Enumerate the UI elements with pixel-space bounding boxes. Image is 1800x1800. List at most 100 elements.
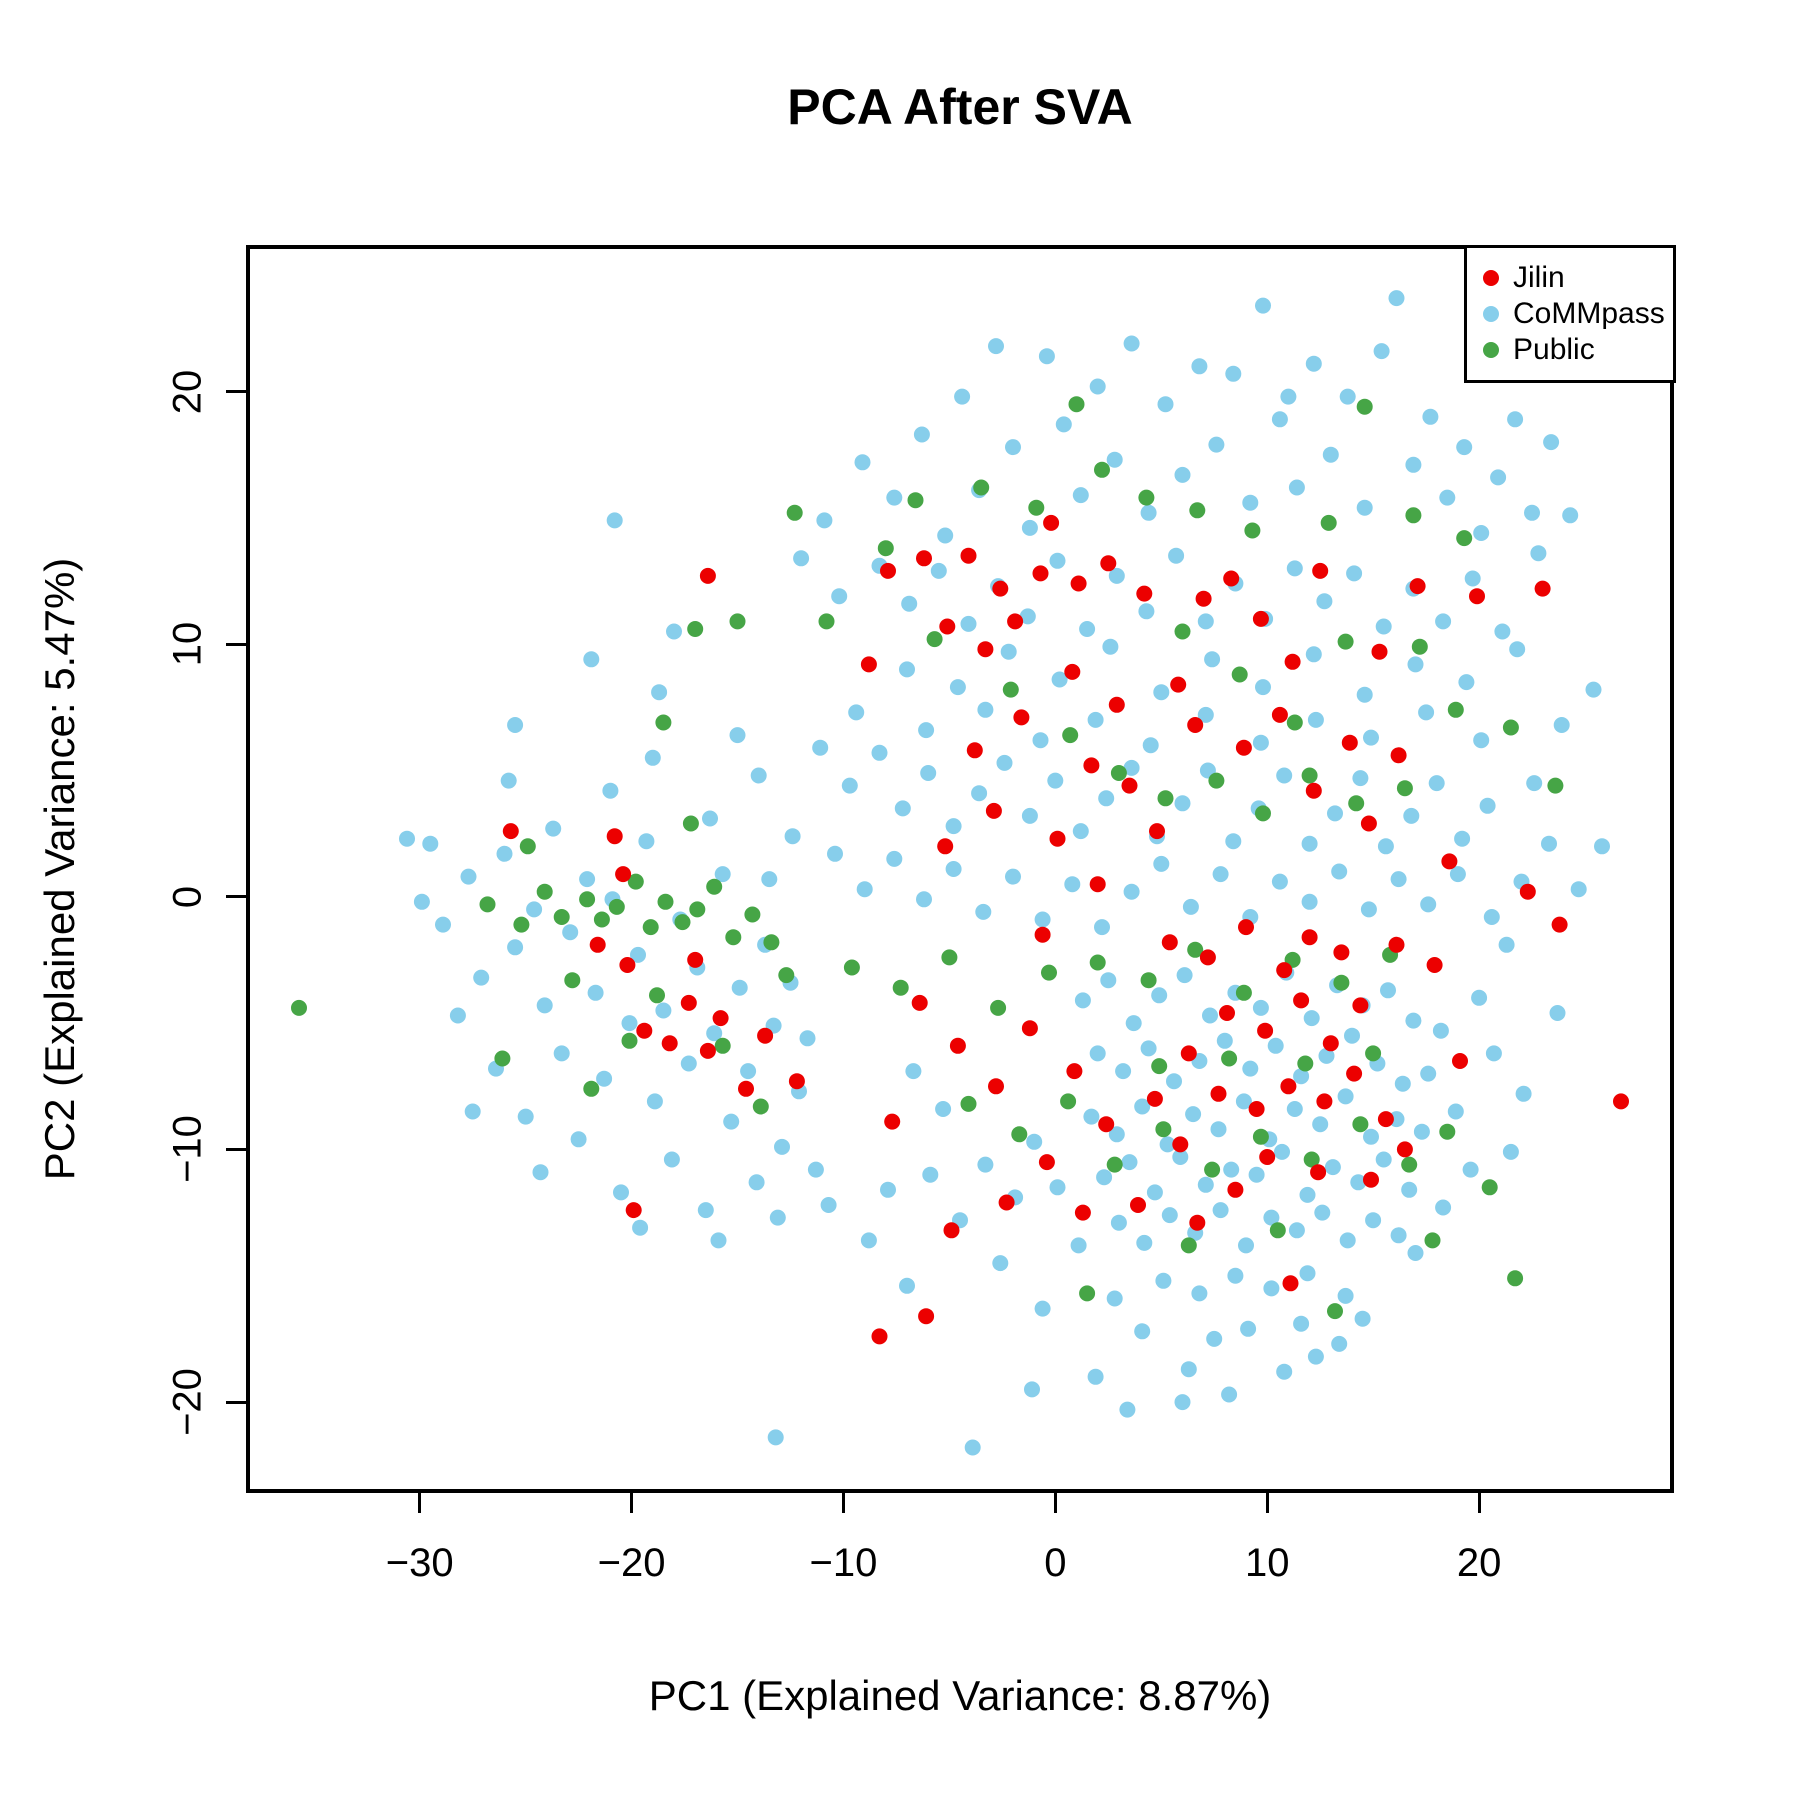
data-point-commpass: [1553, 717, 1570, 733]
data-point-jilin: [625, 1202, 642, 1219]
data-point-commpass: [816, 512, 833, 529]
data-point-commpass: [613, 1184, 629, 1201]
data-point-public: [1320, 514, 1337, 531]
data-point-jilin: [880, 562, 896, 579]
data-point-commpass: [1509, 641, 1526, 658]
legend-item-commpass: CoMMpass: [1483, 296, 1673, 332]
data-point-commpass: [1070, 1237, 1087, 1254]
x-tick-label: 20: [1456, 1541, 1502, 1585]
data-point-commpass: [496, 845, 513, 862]
data-point-jilin: [1301, 929, 1318, 946]
data-point-public: [1411, 638, 1428, 655]
legend-dot-icon: [1483, 270, 1499, 286]
data-point-jilin: [1341, 734, 1358, 751]
data-point-commpass: [1005, 439, 1021, 456]
data-point-commpass: [1182, 898, 1199, 915]
data-point-jilin: [1098, 1116, 1115, 1133]
data-point-commpass: [916, 891, 932, 908]
data-point-commpass: [1331, 863, 1348, 880]
data-point-commpass: [1327, 805, 1343, 822]
data-point-commpass: [1108, 567, 1125, 584]
data-point-commpass: [1473, 732, 1490, 749]
data-point-commpass: [1174, 466, 1191, 483]
data-point-commpass: [1110, 1214, 1127, 1231]
data-point-jilin: [680, 994, 697, 1011]
data-point-jilin: [943, 1222, 960, 1239]
x-tick-label: −10: [809, 1541, 878, 1585]
data-point-commpass: [1240, 1320, 1257, 1337]
y-tick-label: 0: [165, 885, 210, 908]
data-point-commpass: [1094, 919, 1110, 936]
data-point-public: [744, 906, 761, 923]
data-point-commpass: [1407, 1245, 1424, 1261]
legend-label: CoMMpass: [1513, 297, 1665, 330]
data-point-commpass: [977, 701, 994, 718]
data-point-jilin: [1180, 1045, 1197, 1062]
data-point-jilin: [1187, 717, 1204, 733]
data-point-commpass: [464, 1103, 481, 1120]
data-point-jilin: [1252, 610, 1269, 627]
data-point-jilin: [738, 1080, 754, 1097]
data-point-jilin: [1070, 575, 1087, 592]
data-point-commpass: [886, 489, 903, 506]
data-point-jilin: [1223, 570, 1240, 587]
data-point-commpass: [1235, 1093, 1252, 1110]
data-point-commpass: [1106, 1290, 1123, 1307]
data-point-commpass: [740, 1063, 757, 1080]
legend-dot-icon: [1483, 342, 1499, 358]
scatter-points-canvas: [291, 290, 1629, 1456]
data-point-jilin: [1195, 590, 1212, 607]
data-point-commpass: [1055, 416, 1072, 433]
data-point-commpass: [1087, 711, 1104, 728]
data-point-public: [1140, 972, 1157, 989]
data-point-jilin: [606, 828, 623, 845]
data-point-commpass: [827, 845, 843, 862]
data-point-jilin: [1390, 747, 1407, 764]
data-point-commpass: [1083, 1108, 1100, 1125]
data-point-commpass: [1274, 1143, 1290, 1160]
data-point-commpass: [1000, 643, 1017, 660]
data-point-commpass: [1212, 1202, 1229, 1219]
data-point-public: [291, 999, 307, 1016]
data-point-commpass: [1305, 355, 1322, 372]
data-point-public: [1062, 727, 1079, 744]
data-point-commpass: [1089, 378, 1106, 395]
data-point-jilin: [1007, 613, 1024, 630]
data-point-commpass: [913, 426, 930, 443]
data-point-commpass: [545, 820, 562, 837]
data-point-commpass: [1123, 335, 1140, 352]
data-point-commpass: [1191, 1285, 1208, 1302]
data-point-jilin: [1519, 883, 1536, 900]
x-axis-label: PC1 (Explained Variance: 8.87%): [648, 1672, 1272, 1719]
data-point-jilin: [1363, 1171, 1379, 1188]
y-tick-mark: [226, 1400, 246, 1404]
data-point-commpass: [579, 871, 596, 888]
data-point-commpass: [1375, 1151, 1392, 1168]
data-point-public: [682, 815, 699, 832]
data-point-commpass: [992, 1255, 1009, 1272]
data-point-commpass: [793, 550, 810, 567]
data-point-commpass: [1263, 1209, 1280, 1226]
data-point-commpass: [1242, 494, 1259, 511]
data-point-jilin: [1360, 815, 1377, 832]
data-point-commpass: [1185, 1106, 1202, 1123]
data-point-jilin: [1089, 876, 1106, 893]
data-point-commpass: [1594, 838, 1610, 855]
chart-title: PCA After SVA: [787, 79, 1133, 135]
x-tick-mark: [1477, 1493, 1481, 1513]
data-point-commpass: [894, 800, 911, 817]
data-point-commpass: [1356, 499, 1373, 516]
data-point-commpass: [886, 850, 903, 867]
data-point-jilin: [916, 550, 932, 567]
data-point-jilin: [1346, 1065, 1363, 1082]
data-point-commpass: [1174, 795, 1191, 812]
data-point-public: [892, 979, 909, 996]
data-point-commpass: [1526, 775, 1543, 792]
data-point-commpass: [901, 595, 918, 612]
data-point-public: [1089, 954, 1106, 971]
data-point-jilin: [699, 1042, 716, 1059]
data-point-commpass: [1216, 1032, 1233, 1049]
data-point-public: [1011, 1126, 1028, 1143]
data-point-commpass: [1324, 1159, 1341, 1176]
data-point-jilin: [1271, 706, 1288, 723]
